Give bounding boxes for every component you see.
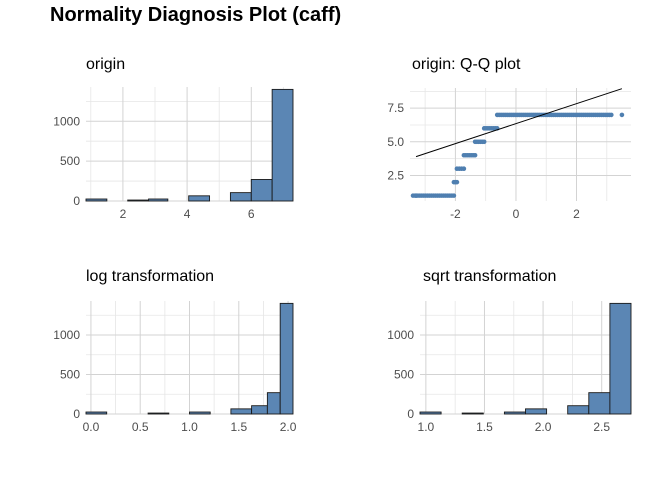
- bars: [419, 302, 632, 415]
- bars: [85, 88, 294, 202]
- x-tick-label: 2.0: [280, 420, 297, 434]
- histogram-bar: [271, 88, 294, 202]
- qq-point: [454, 179, 460, 185]
- y-tick-label: 7.5: [387, 101, 404, 115]
- x-tick-label: 2: [120, 207, 127, 221]
- histogram-bar: [189, 411, 211, 415]
- y-tick-label: 0: [73, 194, 80, 208]
- y-tick-label: 1000: [53, 114, 80, 128]
- histogram-bar: [461, 412, 484, 415]
- x-tick-label: 1.0: [181, 420, 198, 434]
- qq-point: [481, 139, 487, 145]
- points: [410, 112, 625, 198]
- y-tick-label: 500: [60, 367, 80, 381]
- x-tick-label: -2: [450, 207, 461, 221]
- histogram-bar: [567, 405, 590, 415]
- histogram-bar: [525, 408, 548, 415]
- x-tick-label: 0.5: [132, 420, 149, 434]
- histogram-bar: [147, 412, 170, 415]
- histogram-bar: [148, 198, 169, 202]
- y-tick-label: 1000: [387, 328, 414, 342]
- chart-title: log transformation: [86, 268, 215, 285]
- qq-point: [472, 152, 478, 158]
- x-tick-label: 4: [184, 207, 191, 221]
- bars: [85, 302, 294, 415]
- histogram-bar: [419, 411, 442, 415]
- histogram-bar: [279, 302, 294, 415]
- x-tick-label: 0.0: [83, 420, 100, 434]
- histogram-bar: [188, 195, 211, 202]
- y-tick-label: 500: [60, 154, 80, 168]
- x-tick-label: 1.0: [418, 420, 435, 434]
- x-tick-label: 1.5: [230, 420, 247, 434]
- qq-point: [619, 112, 625, 118]
- chart-title: origin: Q-Q plot: [412, 56, 521, 73]
- x-tick-label: 0: [513, 207, 520, 221]
- y-tick-label: 0: [407, 407, 414, 421]
- qq-point: [451, 193, 457, 198]
- y-tick-label: 2.5: [387, 168, 404, 182]
- histogram-bar: [609, 302, 632, 415]
- histogram-bar: [85, 411, 108, 415]
- qq-point: [609, 112, 614, 118]
- histogram-bar: [85, 198, 108, 202]
- y-tick-label: 5.0: [387, 135, 404, 149]
- y-tick-label: 1000: [53, 328, 80, 342]
- x-tick-label: 1.5: [476, 420, 493, 434]
- x-tick-label: 2.5: [593, 420, 610, 434]
- chart-title: sqrt transformation: [423, 268, 557, 285]
- page-title: Normality Diagnosis Plot (caff): [50, 4, 342, 26]
- histogram-bar: [588, 392, 611, 415]
- qq-point: [461, 166, 467, 172]
- chart-title: origin: [86, 56, 126, 73]
- histogram-bar: [503, 411, 526, 415]
- y-tick-label: 500: [394, 367, 414, 381]
- x-tick-label: 2: [573, 207, 580, 221]
- y-tick-label: 0: [73, 407, 80, 421]
- x-tick-label: 2.0: [535, 420, 552, 434]
- qq-reference-line: [415, 88, 623, 158]
- qq-point: [413, 193, 419, 198]
- x-tick-label: 6: [248, 207, 255, 221]
